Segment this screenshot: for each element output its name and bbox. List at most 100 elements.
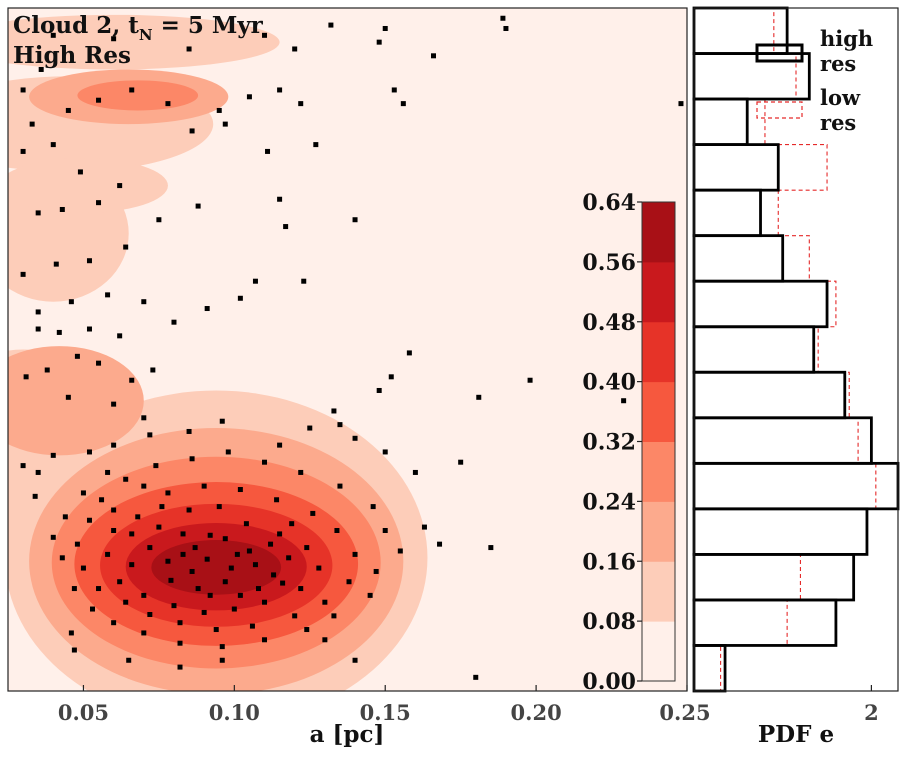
scatter-point xyxy=(322,637,328,643)
scatter-point xyxy=(195,586,201,592)
scatter-point xyxy=(165,558,171,564)
scatter-point xyxy=(271,572,277,578)
scatter-point xyxy=(32,493,38,499)
hist-frame-bg xyxy=(694,8,898,691)
scatter-point xyxy=(168,577,174,583)
scatter-point xyxy=(147,612,153,618)
colorbar-band xyxy=(642,441,675,502)
scatter-point xyxy=(322,599,328,605)
hist-tick-label: 2 xyxy=(864,700,879,725)
scatter-point xyxy=(406,350,412,356)
legend-label-low-2: res xyxy=(820,110,856,135)
scatter-point xyxy=(307,425,313,431)
scatter-point xyxy=(431,53,437,59)
scatter-point xyxy=(255,586,261,592)
scatter-point xyxy=(274,497,280,503)
legend: high res low res xyxy=(755,26,873,135)
x-tick-label: 0.20 xyxy=(511,700,562,725)
scatter-point xyxy=(180,551,186,557)
scatter-point xyxy=(219,644,225,650)
scatter-point xyxy=(237,592,243,598)
scatter-point xyxy=(68,630,74,636)
scatter-point xyxy=(53,261,59,267)
scatter-point xyxy=(412,469,418,475)
colorbar-tick-label: 0.32 xyxy=(582,430,636,456)
scatter-point xyxy=(141,299,147,305)
scatter-point xyxy=(277,196,283,202)
scatter-point xyxy=(237,487,243,493)
scatter-point xyxy=(298,586,304,592)
x-axis-ticks: 0.05 0.10 0.15 0.20 0.25 xyxy=(58,685,711,725)
scatter-point xyxy=(277,531,283,537)
scatter-point xyxy=(621,398,627,404)
scatter-point xyxy=(189,568,195,574)
scatter-point xyxy=(400,101,406,107)
scatter-point xyxy=(68,299,74,305)
scatter-point xyxy=(328,22,334,28)
x-tick-label: 0.15 xyxy=(360,700,411,725)
scatter-point xyxy=(473,674,479,680)
scatter-point xyxy=(99,497,105,503)
scatter-point xyxy=(225,449,231,455)
scatter-point xyxy=(177,664,183,670)
scatter-point xyxy=(292,613,298,619)
title-subscript: N xyxy=(139,26,153,44)
colorbar-tick-label: 0.08 xyxy=(582,609,636,635)
scatter-point xyxy=(382,25,388,31)
scatter-point xyxy=(201,483,207,489)
scatter-point xyxy=(265,148,271,154)
scatter-point xyxy=(231,606,237,612)
scatter-point xyxy=(71,647,77,653)
scatter-point xyxy=(74,353,80,359)
plot-frame xyxy=(7,7,688,692)
scatter-point xyxy=(117,579,123,585)
scatter-point xyxy=(370,504,376,510)
scatter-point xyxy=(503,25,509,31)
scatter-point xyxy=(62,514,68,520)
scatter-point xyxy=(153,463,159,469)
scatter-point xyxy=(50,32,56,38)
scatter-point xyxy=(177,620,183,626)
scatter-point xyxy=(89,606,95,612)
scatter-point xyxy=(246,94,252,100)
histogram-panel: 2 PDF e high res low res xyxy=(692,6,900,748)
scatter-point xyxy=(20,148,26,154)
scatter-point xyxy=(500,15,506,21)
scatter-point xyxy=(156,217,162,223)
colorbar-band xyxy=(642,561,675,622)
scatter-point xyxy=(216,107,222,113)
scatter-point xyxy=(373,568,379,574)
scatter-point xyxy=(283,224,289,230)
scatter-point xyxy=(331,613,337,619)
legend-swatch-high xyxy=(755,43,804,63)
scatter-point xyxy=(310,510,316,516)
scatter-point xyxy=(20,87,26,93)
scatter-point xyxy=(56,329,62,335)
scatter-point xyxy=(165,101,171,107)
colorbar-band xyxy=(642,621,675,682)
scatter-point xyxy=(252,562,258,568)
scatter-point xyxy=(201,609,207,615)
scatter-point xyxy=(65,394,71,400)
scatter-point xyxy=(382,449,388,455)
scatter-point xyxy=(192,545,198,551)
scatter-point xyxy=(367,592,373,598)
scatter-point xyxy=(35,326,41,332)
contour-level-2 xyxy=(8,346,144,456)
scatter-point xyxy=(96,200,102,206)
scatter-point xyxy=(382,527,388,533)
legend-label-low-1: low xyxy=(820,85,861,110)
scatter-point xyxy=(388,374,394,380)
scatter-point xyxy=(219,418,225,424)
scatter-point xyxy=(96,360,102,366)
colorbar: 0.000.080.160.240.320.400.480.560.64 xyxy=(582,190,676,695)
contour-panel: 0.000.080.160.240.320.400.480.560.64 0.0… xyxy=(7,7,711,748)
colorbar-band xyxy=(642,501,675,562)
hist-x-ticks: 2 xyxy=(864,685,879,725)
scatter-point xyxy=(219,657,225,663)
title-rest: = 5 Myr xyxy=(153,12,264,39)
scatter-point xyxy=(171,319,177,325)
scatter-point xyxy=(141,592,147,598)
scatter-point xyxy=(246,548,252,554)
x-tick-label: 0.10 xyxy=(209,700,260,725)
